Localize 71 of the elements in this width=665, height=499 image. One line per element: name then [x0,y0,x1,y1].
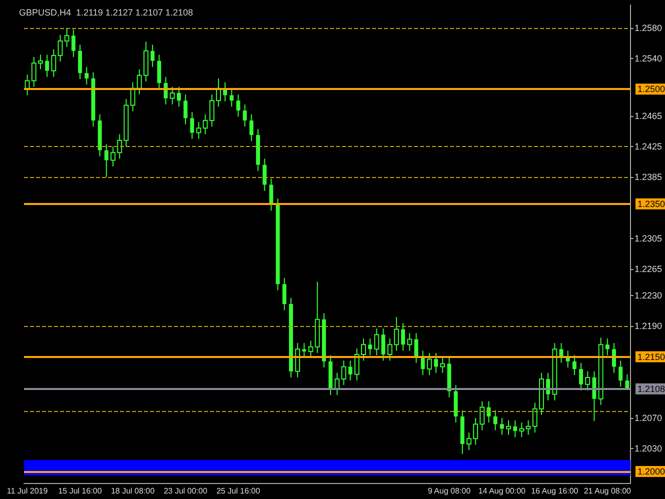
ref-line-label: 1.2150 [637,352,665,362]
candlestick [170,86,175,105]
ref-line-label: 1.2500 [637,84,665,94]
candlestick [506,420,511,436]
candlestick [612,342,616,374]
candlestick [302,342,306,358]
candlestick [64,27,70,48]
candlestick [184,94,188,125]
candlestick [51,48,56,78]
ref-line-label: 1.2000 [637,466,665,477]
candlestick [262,158,267,192]
candlestick [242,104,247,128]
candlestick [579,362,584,391]
candlestick [585,370,590,391]
candlestick [190,112,194,140]
candlestick [426,352,432,376]
ref-line-label: 1.2108 [637,384,665,394]
y-tick-label: 1.2265 [634,264,662,274]
candlestick [605,338,610,356]
x-tick-label: 25 Jul 16:00 [216,486,261,496]
candlestick [308,340,314,358]
x-tick-label: 18 Jul 08:00 [110,486,156,496]
y-tick-label: 1.2465 [634,110,662,121]
ref-line-label: 1.2350 [637,198,665,209]
candlestick [269,178,274,212]
candlestick [176,86,181,108]
candlestick [519,422,524,438]
x-tick-label: 9 Aug 08:00 [428,486,472,496]
candlestick [407,332,412,352]
candlestick [282,278,286,311]
candlestick [572,354,576,376]
candlestick [513,420,518,438]
candlestick [493,410,498,431]
candlestick [45,54,50,78]
candlestick [420,350,425,376]
y-tick-label: 1.2230 [634,290,662,301]
x-tick-label: 21 Aug 08:00 [584,486,632,496]
candlestick [71,28,76,58]
candlestick [295,342,300,378]
x-tick-label: 14 Aug 00:00 [478,486,526,496]
candlestick [150,44,155,68]
y-tick-label: 1.2385 [634,172,662,182]
candlestick [58,34,63,62]
x-tick-label: 11 Jul 2019 [6,486,48,496]
candlestick [249,114,254,142]
candlestick [500,417,504,436]
candlestick [348,360,352,382]
candlestick [196,122,202,140]
y-tick-label: 1.2540 [634,54,662,64]
y-tick-label: 1.2070 [634,412,662,423]
candlestick [230,88,234,108]
y-tick-label: 1.2425 [634,141,662,152]
y-tick-label: 1.2305 [634,233,662,244]
candlestick [104,144,108,178]
candlestick [368,338,372,356]
candlestick [434,352,438,374]
x-tick-label: 15 Jul 16:00 [58,486,102,496]
candlestick [618,360,623,388]
candlestick [401,322,406,352]
candlestick [592,370,596,422]
y-tick-label: 1.2190 [634,321,662,332]
x-tick-label: 16 Aug 16:00 [531,486,579,496]
y-tick-label: 1.2030 [634,444,662,454]
candlestick [84,66,89,86]
y-tick-label: 1.2580 [634,22,662,33]
candlestick [440,357,446,374]
chart-title: GBPUSD,H4 1.2119 1.2127 1.2107 1.2108 [19,8,193,18]
candlestick [157,54,162,90]
x-tick-label: 23 Jul 00:00 [164,486,208,496]
candlestick [374,328,380,356]
candlestick [78,44,82,80]
